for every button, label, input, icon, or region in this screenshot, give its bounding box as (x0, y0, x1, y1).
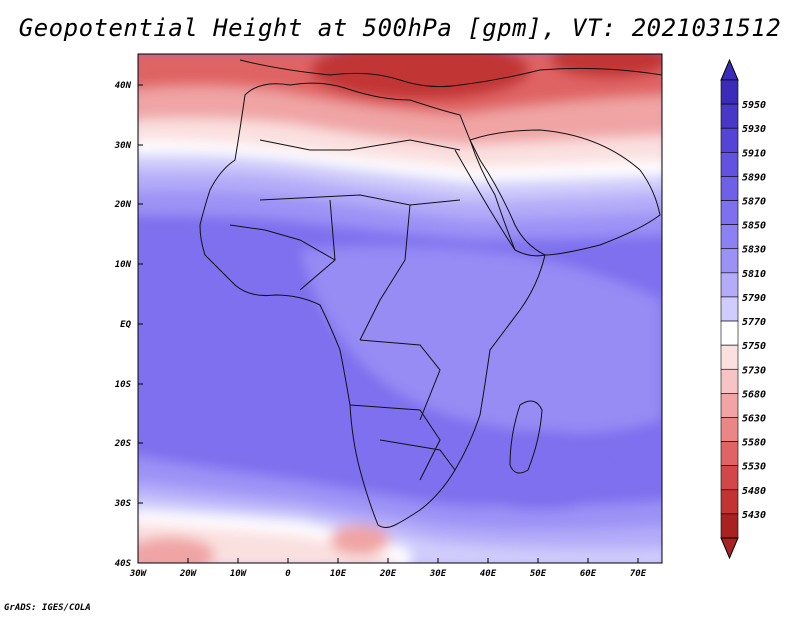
colorbar-label: 5430 (742, 510, 766, 521)
colorbar-label: 5870 (742, 197, 766, 208)
plot-frame (137, 53, 663, 564)
lon-label: 70E (630, 569, 647, 579)
europe-coastline (239, 59, 662, 88)
border-1 (259, 194, 461, 206)
colorbar-segment (720, 200, 739, 225)
colorbar-segment (720, 176, 739, 201)
pink-patch-south (330, 525, 390, 555)
colorbar-top-arrow (720, 58, 739, 81)
lat-axis: 40N 30N 20N 10N EQ 10S 20S 30S 40S (114, 81, 132, 569)
lon-label: 50E (530, 569, 547, 579)
colorbar-label: 5480 (742, 486, 766, 497)
colorbar-label: 5950 (742, 100, 766, 111)
lat-label: 20S (114, 439, 132, 449)
colorbar-segment (720, 489, 739, 515)
chart-title: Geopotential Height at 500hPa [gpm], VT:… (18, 14, 782, 42)
border-6 (379, 439, 456, 471)
colorbar-segment (720, 296, 739, 322)
colorbar-segment (720, 513, 739, 539)
shaded-field (138, 54, 662, 563)
lon-label: 40E (480, 569, 497, 579)
arabia-coastline (469, 129, 661, 256)
colorbar-label: 5810 (742, 269, 766, 280)
colorbar-label: 5790 (742, 293, 766, 304)
lat-label: 30N (114, 141, 132, 151)
band-mid-blue-tropics (300, 246, 662, 434)
lon-label: 60E (580, 569, 597, 579)
colorbar-label: 5930 (742, 124, 766, 135)
band-white-north (138, 140, 662, 182)
colorbar-segment (720, 272, 739, 298)
border-3 (359, 204, 411, 341)
colorbar-bottom-arrow (720, 537, 739, 560)
colorbar-segment (720, 152, 739, 177)
colorbar-label: 5730 (742, 365, 766, 376)
lat-label: 30S (114, 499, 132, 509)
band-mid-blue-north (138, 190, 662, 240)
band-light-blue-north (138, 170, 662, 220)
red-sea (454, 149, 516, 251)
colorbar-segment (720, 248, 739, 274)
colorbar-segment (720, 368, 739, 394)
colorbar-label: 5770 (742, 317, 766, 328)
lat-label: 20N (114, 200, 132, 210)
credit-text: GrADS: IGES/COLA (4, 603, 91, 613)
lon-label: 10W (230, 569, 248, 579)
colorbar-label: 5910 (742, 148, 766, 159)
colorbar-label: 5750 (742, 341, 766, 352)
lat-label: 10S (115, 380, 132, 390)
pink-patch-southwest (138, 537, 215, 563)
deep-red-core-east (550, 54, 662, 78)
deep-blue-southeast (450, 430, 630, 510)
colorbar-segment (720, 79, 739, 105)
border-4 (359, 339, 441, 421)
colorbar: 5950 5930 5910 5890 5870 5850 5830 5810 5790 5770… (720, 58, 766, 560)
colorbar-segment (720, 417, 739, 442)
lat-ticks (137, 84, 639, 563)
colorbar-segment (720, 441, 739, 466)
lon-label: 0 (285, 569, 291, 579)
colorbar-segment (720, 393, 739, 418)
deep-red-core (310, 54, 530, 100)
lon-axis: 30W 20W 10W 0 10E 20E 30E 40E 50E 60E 70… (129, 569, 647, 579)
band-pale-blue-north (138, 154, 662, 200)
lat-label: EQ (120, 320, 131, 330)
border-5 (349, 404, 441, 481)
coastlines (199, 59, 662, 528)
lon-label: 30E (429, 569, 447, 579)
lat-label: 10N (115, 260, 132, 270)
border-8 (229, 224, 336, 261)
lon-label: 10E (330, 569, 347, 579)
lon-label: 20W (179, 569, 198, 579)
colorbar-segment (720, 465, 739, 491)
lon-label: 20E (379, 569, 397, 579)
lon-label: 30W (129, 569, 148, 579)
colorbar-segment (720, 344, 739, 370)
colorbar-label: 5890 (742, 172, 766, 183)
colorbar-segment (720, 127, 739, 153)
colorbar-label: 5680 (742, 389, 766, 400)
colorbar-label: 5630 (742, 413, 766, 424)
colorbar-label: 5580 (742, 438, 766, 449)
colorbar-label: 5850 (742, 221, 766, 232)
colorbar-label: 5530 (742, 462, 766, 473)
colorbar-segment (720, 103, 739, 129)
colorbar-segment (720, 320, 739, 346)
lat-label: 40S (115, 559, 132, 569)
colorbar-label: 5830 (742, 245, 766, 256)
lat-label: 40N (115, 81, 132, 91)
band-light-pink-north (138, 118, 662, 168)
madagascar (509, 400, 543, 474)
border-7 (259, 139, 461, 151)
colorbar-segment (720, 224, 739, 250)
